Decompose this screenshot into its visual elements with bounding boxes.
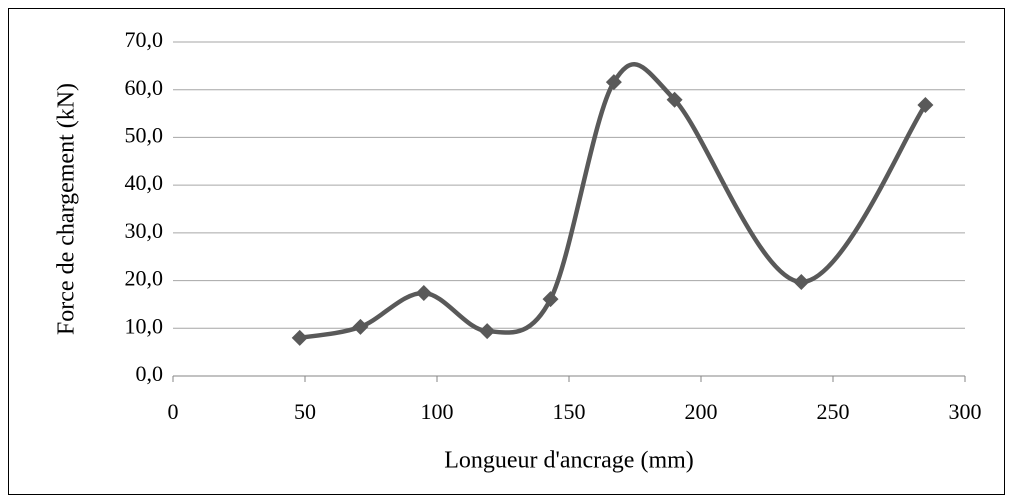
data-marker (666, 91, 683, 108)
y-tick-label: 40,0 (125, 170, 164, 195)
x-tick-label: 200 (685, 399, 718, 424)
y-tick-label: 60,0 (125, 75, 164, 100)
x-tick-label: 100 (421, 399, 454, 424)
data-marker (479, 323, 496, 340)
data-marker (415, 284, 432, 301)
data-marker (352, 318, 369, 335)
y-axis-title: Force de chargement (kN) (54, 83, 80, 335)
data-marker (793, 274, 810, 291)
y-tick-label: 20,0 (125, 266, 164, 291)
x-tick-label: 150 (553, 399, 586, 424)
data-marker (917, 96, 934, 113)
y-tick-label: 10,0 (125, 313, 164, 338)
data-marker (542, 291, 559, 308)
y-tick-label: 30,0 (125, 218, 164, 243)
x-tick-label: 50 (294, 399, 316, 424)
y-tick-label: 50,0 (125, 122, 164, 147)
x-tick-label: 250 (817, 399, 850, 424)
x-tick-label: 300 (949, 399, 982, 424)
x-tick-label: 0 (168, 399, 179, 424)
data-marker (605, 74, 622, 91)
y-tick-label: 0,0 (136, 361, 164, 386)
data-marker (291, 329, 308, 346)
x-axis-title: Longueur d'ancrage (mm) (444, 448, 694, 474)
y-tick-label: 70,0 (125, 27, 164, 52)
